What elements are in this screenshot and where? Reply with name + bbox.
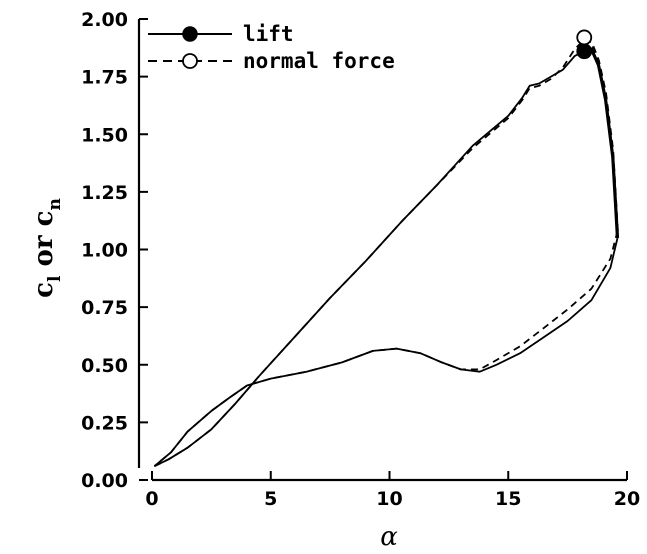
y-tick-label: 1.25: [81, 182, 128, 204]
y-axis-title: cl or cn: [29, 198, 65, 298]
y-tick-label: 0.50: [81, 355, 128, 377]
series-marker-lift: [576, 43, 593, 60]
y-tick-label: 1.50: [81, 124, 128, 146]
series-line-lift-upstroke: [154, 50, 585, 468]
y-axis-title-mid: or: [29, 226, 59, 275]
y-axis-title-sub2: n: [45, 198, 65, 210]
series-line-normal-force-stall: [583, 38, 619, 232]
series-lift: [153, 43, 620, 468]
legend: lift normal force: [148, 22, 395, 73]
y-axis-title-sub1: l: [45, 275, 65, 282]
y-tick-label: 2.00: [81, 9, 128, 31]
x-ticks: 0 5 10 15 20: [145, 471, 640, 510]
y-tick-label: 0.25: [81, 412, 128, 434]
legend-label-lift: lift: [243, 22, 294, 46]
y-tick-label: 0.75: [81, 297, 128, 319]
series-line-lift-downstroke: [153, 237, 619, 467]
x-tick-label: 20: [614, 488, 640, 510]
x-tick-label: 15: [495, 488, 521, 510]
series-marker-normal-force: [576, 29, 593, 46]
x-tick-label: 5: [264, 488, 277, 510]
x-axis-title: α: [380, 522, 398, 552]
series-normal-force: [153, 29, 619, 468]
y-axis-title-c2: c: [29, 211, 59, 227]
legend-label-normal-force: normal force: [243, 49, 395, 73]
plot-area: 0 5 10 15 20 0.00 0.25 0.50 0.75 1.00 1.25 1.50 1.7…: [81, 9, 640, 510]
y-tick-label: 0.00: [81, 470, 128, 492]
series-line-normal-force-upstroke: [154, 39, 585, 468]
series-line-normal-force-downstroke: [153, 230, 619, 467]
x-tick-label: 0: [145, 488, 158, 510]
x-tick-label: 10: [376, 488, 402, 510]
y-axis-title-c1: c: [29, 282, 59, 298]
y-tick-label: 1.75: [81, 67, 128, 89]
legend-marker-normal-force: [182, 53, 198, 69]
y-ticks: 0.00 0.25 0.50 0.75 1.00 1.25 1.50 1.75 2.00: [81, 9, 148, 492]
series-group: [153, 29, 620, 468]
legend-marker-lift: [182, 26, 198, 42]
y-tick-label: 1.00: [81, 240, 128, 262]
